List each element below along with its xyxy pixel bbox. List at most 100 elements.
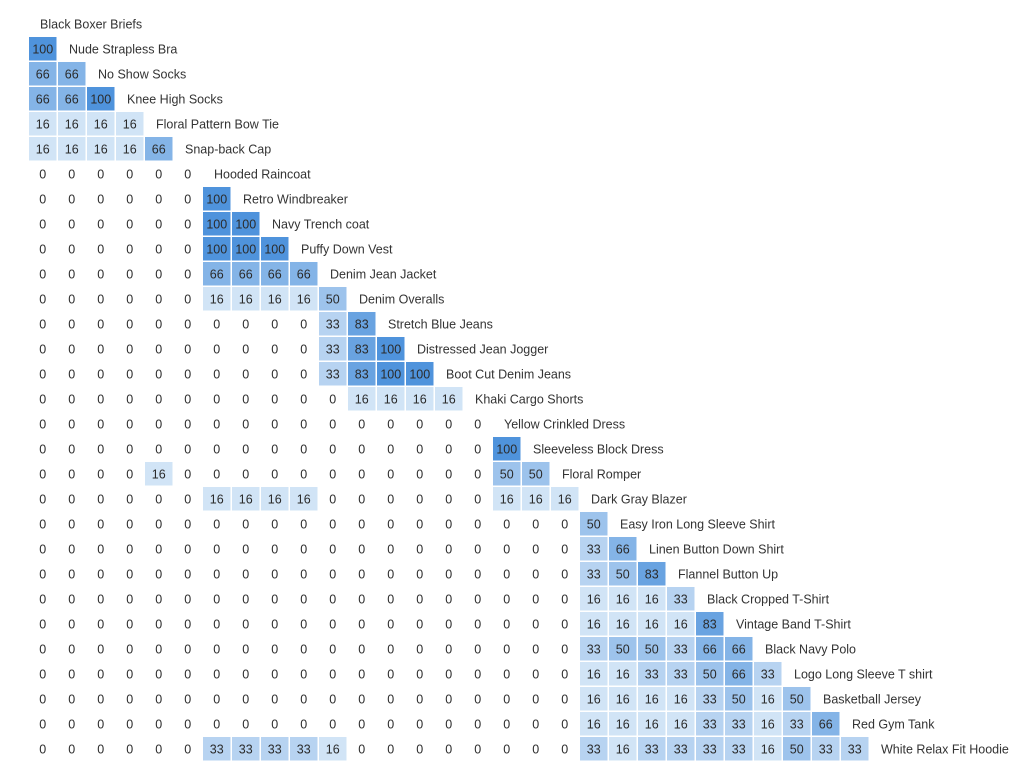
cell-value: 0: [416, 417, 423, 431]
cell-value: 16: [587, 692, 601, 706]
cell-value: 0: [155, 342, 162, 356]
cell-value: 16: [442, 392, 456, 406]
cell-value: 0: [68, 517, 75, 531]
cell-value: 0: [39, 567, 46, 581]
cell-value: 16: [761, 717, 775, 731]
cell-value: 0: [474, 467, 481, 481]
cell-value: 0: [416, 467, 423, 481]
cell-value: 16: [645, 617, 659, 631]
heatmap-cell: [406, 387, 434, 411]
heatmap-cell: [493, 462, 521, 486]
cell-value: 33: [819, 742, 833, 756]
cell-value: 0: [155, 167, 162, 181]
cell-value: 0: [126, 442, 133, 456]
row-label: Khaki Cargo Shorts: [475, 392, 583, 406]
heatmap-cell: [609, 712, 637, 736]
heatmap-cell: [725, 712, 753, 736]
heatmap-cell: [580, 512, 608, 536]
cell-value: 0: [503, 542, 510, 556]
cell-value: 0: [387, 717, 394, 731]
cell-value: 0: [213, 317, 220, 331]
heatmap-cell: [261, 487, 289, 511]
cell-value: 0: [532, 567, 539, 581]
cell-value: 0: [184, 267, 191, 281]
cell-value: 0: [474, 542, 481, 556]
heatmap-cell: [58, 112, 86, 136]
cell-value: 0: [155, 242, 162, 256]
cell-value: 0: [97, 592, 104, 606]
cell-value: 16: [384, 392, 398, 406]
cell-value: 0: [271, 717, 278, 731]
cell-value: 0: [213, 667, 220, 681]
cell-value: 0: [213, 517, 220, 531]
heatmap-cell: [87, 137, 115, 161]
cell-value: 0: [242, 342, 249, 356]
cell-value: 0: [387, 642, 394, 656]
cell-value: 0: [97, 442, 104, 456]
cell-value: 33: [239, 742, 253, 756]
cell-value: 0: [532, 592, 539, 606]
heatmap-cell: [203, 737, 231, 761]
cell-value: 16: [674, 717, 688, 731]
cell-value: 16: [761, 692, 775, 706]
heatmap-cell: [580, 687, 608, 711]
cell-value: 0: [358, 617, 365, 631]
cell-value: 0: [126, 317, 133, 331]
cell-value: 0: [242, 667, 249, 681]
cell-value: 0: [387, 542, 394, 556]
row-label: Navy Trench coat: [272, 217, 370, 231]
cell-value: 0: [155, 692, 162, 706]
cell-value: 0: [68, 717, 75, 731]
cell-value: 0: [445, 542, 452, 556]
cell-value: 0: [300, 517, 307, 531]
cell-value: 50: [703, 667, 717, 681]
heatmap-cell: [783, 737, 811, 761]
cell-value: 0: [155, 392, 162, 406]
cell-value: 0: [271, 667, 278, 681]
cell-value: 0: [561, 667, 568, 681]
cell-value: 0: [213, 592, 220, 606]
cell-value: 0: [358, 692, 365, 706]
cell-value: 0: [271, 617, 278, 631]
cell-value: 0: [68, 567, 75, 581]
cell-value: 33: [210, 742, 224, 756]
cell-value: 16: [297, 492, 311, 506]
cell-value: 0: [213, 717, 220, 731]
cell-value: 0: [242, 542, 249, 556]
cell-value: 0: [213, 417, 220, 431]
row-label: Boot Cut Denim Jeans: [446, 367, 571, 381]
heatmap-cell: [319, 362, 347, 386]
heatmap-cell: [754, 687, 782, 711]
cell-value: 0: [68, 192, 75, 206]
cell-value: 0: [445, 667, 452, 681]
cell-value: 0: [126, 467, 133, 481]
heatmap-cell: [638, 612, 666, 636]
cell-value: 0: [271, 342, 278, 356]
cell-value: 0: [155, 567, 162, 581]
row-label: Hooded Raincoat: [214, 167, 311, 181]
heatmap-cell: [29, 87, 57, 111]
cell-value: 0: [358, 492, 365, 506]
cell-value: 50: [500, 467, 514, 481]
cell-value: 83: [355, 317, 369, 331]
heatmap-cell: [58, 62, 86, 86]
heatmap-cell: [638, 687, 666, 711]
heatmap-cell: [638, 637, 666, 661]
cell-value: 0: [300, 467, 307, 481]
cell-value: 0: [561, 642, 568, 656]
cell-value: 0: [68, 742, 75, 756]
cell-value: 0: [242, 617, 249, 631]
cell-value: 0: [155, 592, 162, 606]
cell-value: 0: [242, 317, 249, 331]
heatmap-cell: [261, 737, 289, 761]
cell-value: 0: [97, 517, 104, 531]
heatmap-cell: [29, 37, 57, 61]
cell-value: 0: [39, 367, 46, 381]
cell-value: 0: [358, 742, 365, 756]
cell-value: 33: [848, 742, 862, 756]
row-label: Black Cropped T-Shirt: [707, 592, 830, 606]
heatmap-cell: [29, 137, 57, 161]
cell-value: 0: [126, 192, 133, 206]
cell-value: 0: [532, 542, 539, 556]
